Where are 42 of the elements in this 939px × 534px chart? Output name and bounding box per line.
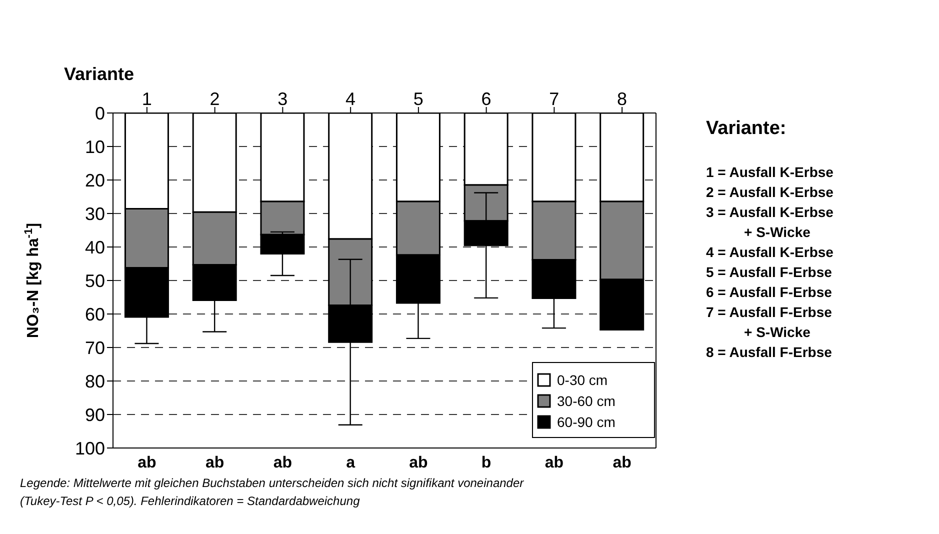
y-tick-label: 10 — [84, 136, 105, 157]
text: Legende: Mittelwerte mit gleichen Buchstaben unterscheiden sich nicht signifikant voneinander — [20, 475, 524, 492]
y-tick-label: 50 — [84, 270, 105, 291]
text: 7 = Ausfall F-Erbse + S-Wicke — [706, 303, 833, 342]
text: ab — [273, 454, 292, 472]
text: ab — [205, 454, 224, 472]
legend-label: 30-60 cm — [557, 392, 616, 408]
y-tick-label: 80 — [84, 371, 105, 392]
text: 5 = Ausfall F-Erbse — [706, 263, 833, 282]
x-tick-label: 3 — [278, 89, 288, 109]
text: (Tukey-Test P < 0,05). Fehlerindikatoren = Standardabweichung — [20, 493, 361, 510]
text: 4 = Ausfall K-Erbse — [706, 243, 834, 262]
y-tick-label: 90 — [84, 404, 105, 425]
y-tick-label: 20 — [84, 170, 105, 190]
y-tick-label: 70 — [84, 338, 105, 358]
text: b — [481, 454, 492, 472]
x-tick-label: 6 — [481, 89, 492, 109]
text: ab — [544, 454, 564, 472]
x-axis-title: Variante — [64, 64, 134, 85]
text: 2 = Ausfall K-Erbse — [706, 183, 834, 202]
y-tick-label: 60 — [84, 304, 105, 324]
y-tick-label: 40 — [84, 237, 105, 258]
x-tick-label: 8 — [617, 89, 628, 109]
x-tick-label: 1 — [142, 89, 152, 109]
text: 1 = Ausfall K-Erbse — [706, 163, 834, 182]
text: ab — [409, 454, 428, 472]
x-tick-label: 5 — [413, 89, 424, 109]
text: 8 = Ausfall F-Erbse — [706, 343, 833, 362]
y-tick-label: 30 — [84, 204, 105, 224]
legend-label: 0-30 cm — [557, 372, 608, 388]
text: 6 = Ausfall F-Erbse — [706, 283, 833, 302]
text: Variante: — [706, 118, 788, 140]
text: a — [346, 454, 356, 472]
x-tick-label: 4 — [346, 89, 356, 109]
legend-label: 60-90 cm — [557, 414, 616, 430]
text: ab — [612, 454, 632, 472]
text: ab — [138, 454, 156, 472]
text: 3 = Ausfall K-Erbse + S-Wicke — [706, 203, 834, 242]
y-tick-label: 100 — [74, 438, 105, 458]
x-tick-label: 7 — [549, 89, 560, 109]
y-tick-label: 0 — [94, 103, 105, 124]
x-tick-label: 2 — [210, 89, 220, 109]
